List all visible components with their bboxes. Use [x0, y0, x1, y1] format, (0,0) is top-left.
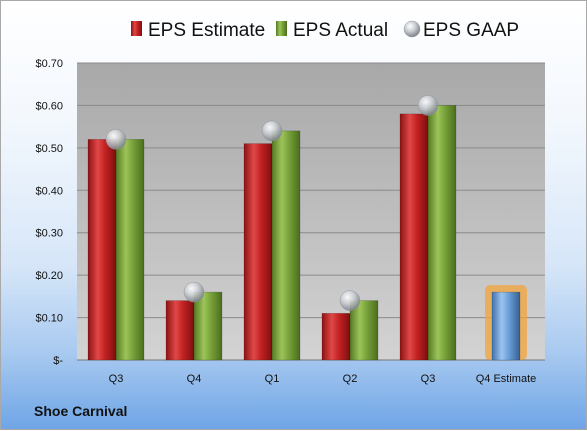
y-tick-label: $- [53, 355, 63, 367]
bar-eps-actual [349, 300, 379, 361]
point-eps-gaap [417, 95, 439, 116]
gridlines [77, 62, 545, 361]
legend-swatch-eps-gaap [403, 20, 421, 38]
point-eps-gaap [105, 129, 127, 150]
x-tick-label: Q2 [343, 373, 358, 385]
bars [87, 95, 527, 361]
y-tick-label: $0.10 [35, 313, 63, 325]
legend-label-eps-actual: EPS Actual [293, 20, 388, 41]
bar-eps-actual [115, 139, 145, 361]
bar-eps-estimate [87, 139, 117, 361]
plot-area [77, 63, 545, 360]
y-tick-label: $0.30 [35, 228, 63, 240]
point-eps-gaap [339, 290, 361, 311]
y-tick-label: $0.70 [35, 58, 63, 70]
bar-eps-estimate [321, 313, 351, 361]
bar-eps-estimate [243, 143, 273, 361]
y-axis: $- $0.10 $0.20 $0.30 $0.40 $0.50 $0.60 $0.70 [35, 58, 63, 367]
legend-swatch-eps-estimate [131, 21, 142, 36]
x-axis: Q3 Q4 Q1 Q2 Q3 Q4 Estimate [109, 373, 537, 385]
bar-eps-estimate [165, 300, 195, 361]
y-tick-label: $0.50 [35, 143, 63, 155]
bar-eps-actual [271, 130, 301, 361]
x-tick-label: Q3 [421, 373, 436, 385]
bar-eps-estimate [399, 113, 429, 361]
company-name: Shoe Carnival [34, 403, 128, 419]
bar-q4-estimate [491, 291, 521, 361]
x-tick-label: Q3 [109, 373, 124, 385]
point-eps-gaap [261, 120, 283, 142]
legend-swatch-eps-actual [276, 21, 287, 36]
point-eps-gaap [183, 281, 205, 303]
legend-label-eps-estimate: EPS Estimate [148, 20, 265, 41]
y-tick-label: $0.60 [35, 100, 63, 112]
x-tick-label: Q4 Estimate [476, 373, 537, 385]
y-tick-label: $0.40 [35, 185, 63, 197]
x-tick-label: Q4 [187, 373, 202, 385]
bar-eps-actual [427, 105, 457, 361]
bar-eps-actual [193, 291, 223, 361]
legend-label-eps-gaap: EPS GAAP [423, 20, 519, 41]
x-tick-label: Q1 [265, 373, 280, 385]
legend: EPS Estimate EPS Actual EPS GAAP [131, 20, 519, 41]
y-tick-label: $0.20 [35, 270, 63, 282]
